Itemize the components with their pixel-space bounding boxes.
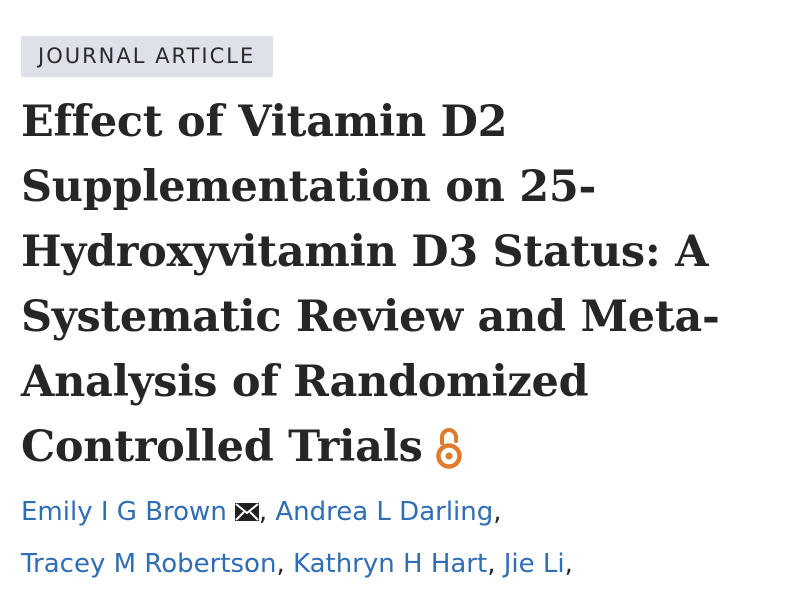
article-title: Effect of Vitamin D2 Supplementation on … xyxy=(21,90,791,480)
author-link[interactable]: Tracey M Robertson xyxy=(21,549,277,579)
author-line: Tracey M Robertson, Kathryn H Hart, Jie … xyxy=(21,538,791,590)
author-link[interactable]: Emily I G Brown xyxy=(21,497,227,527)
author-line: Emily I G Brown , Andrea L Darling, xyxy=(21,486,791,538)
title-line-text: Controlled Trials xyxy=(21,422,423,472)
author-separator: , xyxy=(493,497,502,527)
open-access-icon xyxy=(435,425,463,471)
author-link[interactable]: Andrea L Darling xyxy=(275,497,494,527)
author-link[interactable]: Jie Li xyxy=(503,549,565,579)
title-line: Systematic Review and Meta- xyxy=(21,292,720,342)
author-link[interactable]: Kathryn H Hart xyxy=(292,549,488,579)
title-line: Analysis of Randomized xyxy=(21,357,589,407)
author-separator: , xyxy=(276,549,285,579)
article-header: JOURNAL ARTICLE Effect of Vitamin D2 Sup… xyxy=(21,36,791,590)
envelope-icon[interactable] xyxy=(234,487,259,521)
title-line-last: Controlled Trials xyxy=(21,415,791,480)
title-line: Effect of Vitamin D2 xyxy=(21,97,508,147)
title-line: Supplementation on 25- xyxy=(21,162,597,212)
author-separator: , xyxy=(258,497,268,527)
author-list: Emily I G Brown , Andrea L Darling, Trac… xyxy=(21,486,791,590)
title-line: Hydroxyvitamin D3 Status: A xyxy=(21,227,709,277)
author-separator: , xyxy=(487,549,496,579)
author-separator: , xyxy=(564,549,573,579)
article-type-badge: JOURNAL ARTICLE xyxy=(21,36,274,77)
